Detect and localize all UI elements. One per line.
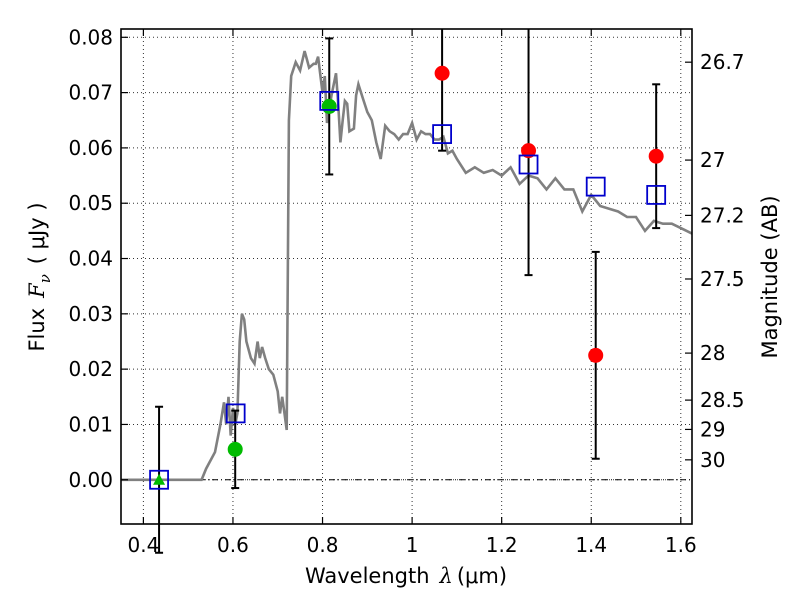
green-point-marker	[227, 441, 243, 457]
model-flux-box	[432, 124, 453, 144]
model-sed-line	[121, 50, 693, 482]
x-tick-label: 0.4	[127, 533, 159, 557]
x-tick-label: 1.4	[575, 533, 607, 557]
y-axis-title-symbol: F	[25, 282, 49, 299]
x-axis-title-unit: (μm)	[457, 564, 507, 588]
x-axis-title-prefix: Wavelength	[305, 564, 430, 588]
observed-point-marker	[434, 65, 450, 81]
x-tick-label: 1.6	[665, 533, 697, 557]
plot-frame	[120, 28, 693, 525]
green-point-marker	[321, 98, 337, 114]
observed-point-marker	[588, 347, 604, 363]
x-tick-label: 1	[406, 533, 419, 557]
markers	[149, 65, 667, 490]
axis-ticks	[121, 29, 692, 524]
y-tick-label: 0.02	[68, 357, 113, 381]
y2-tick-label: 29	[700, 417, 725, 441]
x-axis-title: Wavelength λ (μm)	[305, 564, 507, 588]
y-tick-label: 0.05	[68, 191, 113, 215]
y-tick-label: 0.01	[68, 412, 113, 436]
y-axis-title-prefix: Flux	[25, 308, 49, 352]
y2-tick-label: 28.5	[700, 388, 745, 412]
y2-tick-label: 27	[700, 148, 725, 172]
y-tick-label: 0.06	[68, 136, 113, 160]
x-axis-title-symbol: λ	[439, 564, 453, 588]
green-triangle-marker	[153, 473, 166, 485]
observed-point-marker	[521, 143, 537, 159]
y2-tick-label: 28	[700, 341, 725, 365]
y2-tick-label: 27.5	[700, 267, 745, 291]
y2-tick-label: 26.7	[700, 50, 745, 74]
y2-tick-label: 30	[700, 448, 725, 472]
y2-tick-label: 27.2	[700, 203, 745, 227]
model-flux-box	[319, 90, 340, 111]
model-flux-box	[149, 469, 169, 490]
model-flux-box	[585, 176, 606, 197]
y-tick-label: 0.03	[68, 302, 113, 326]
y-axis-title-unit: ( μJy )	[25, 202, 49, 264]
x-tick-label: 0.6	[217, 533, 249, 557]
x-tick-label: 0.8	[307, 533, 339, 557]
model-flux-box	[646, 185, 667, 205]
y-tick-label: 0.07	[68, 81, 113, 105]
observed-point-marker	[648, 148, 664, 164]
y2-axis-title: Magnitude (AB)	[758, 195, 782, 358]
y-tick-label: 0.04	[68, 247, 113, 271]
model-flux-box	[518, 154, 539, 175]
y-tick-label: 0.00	[68, 468, 113, 492]
x-tick-label: 1.2	[486, 533, 518, 557]
errorbars	[155, 29, 661, 554]
y-axis-title: Flux Fν ( μJy )	[25, 202, 54, 351]
y-axis-title-subscript: ν	[36, 274, 54, 283]
axis-tick-labels: 0.4 0.6 0.8 1 1.2 1.4 1.6 0.00 0.01 0.02 0.03 0.04 0…	[68, 25, 744, 557]
model-flux-box	[225, 403, 246, 424]
grid-lines	[121, 29, 692, 524]
y-tick-label: 0.08	[68, 25, 113, 49]
